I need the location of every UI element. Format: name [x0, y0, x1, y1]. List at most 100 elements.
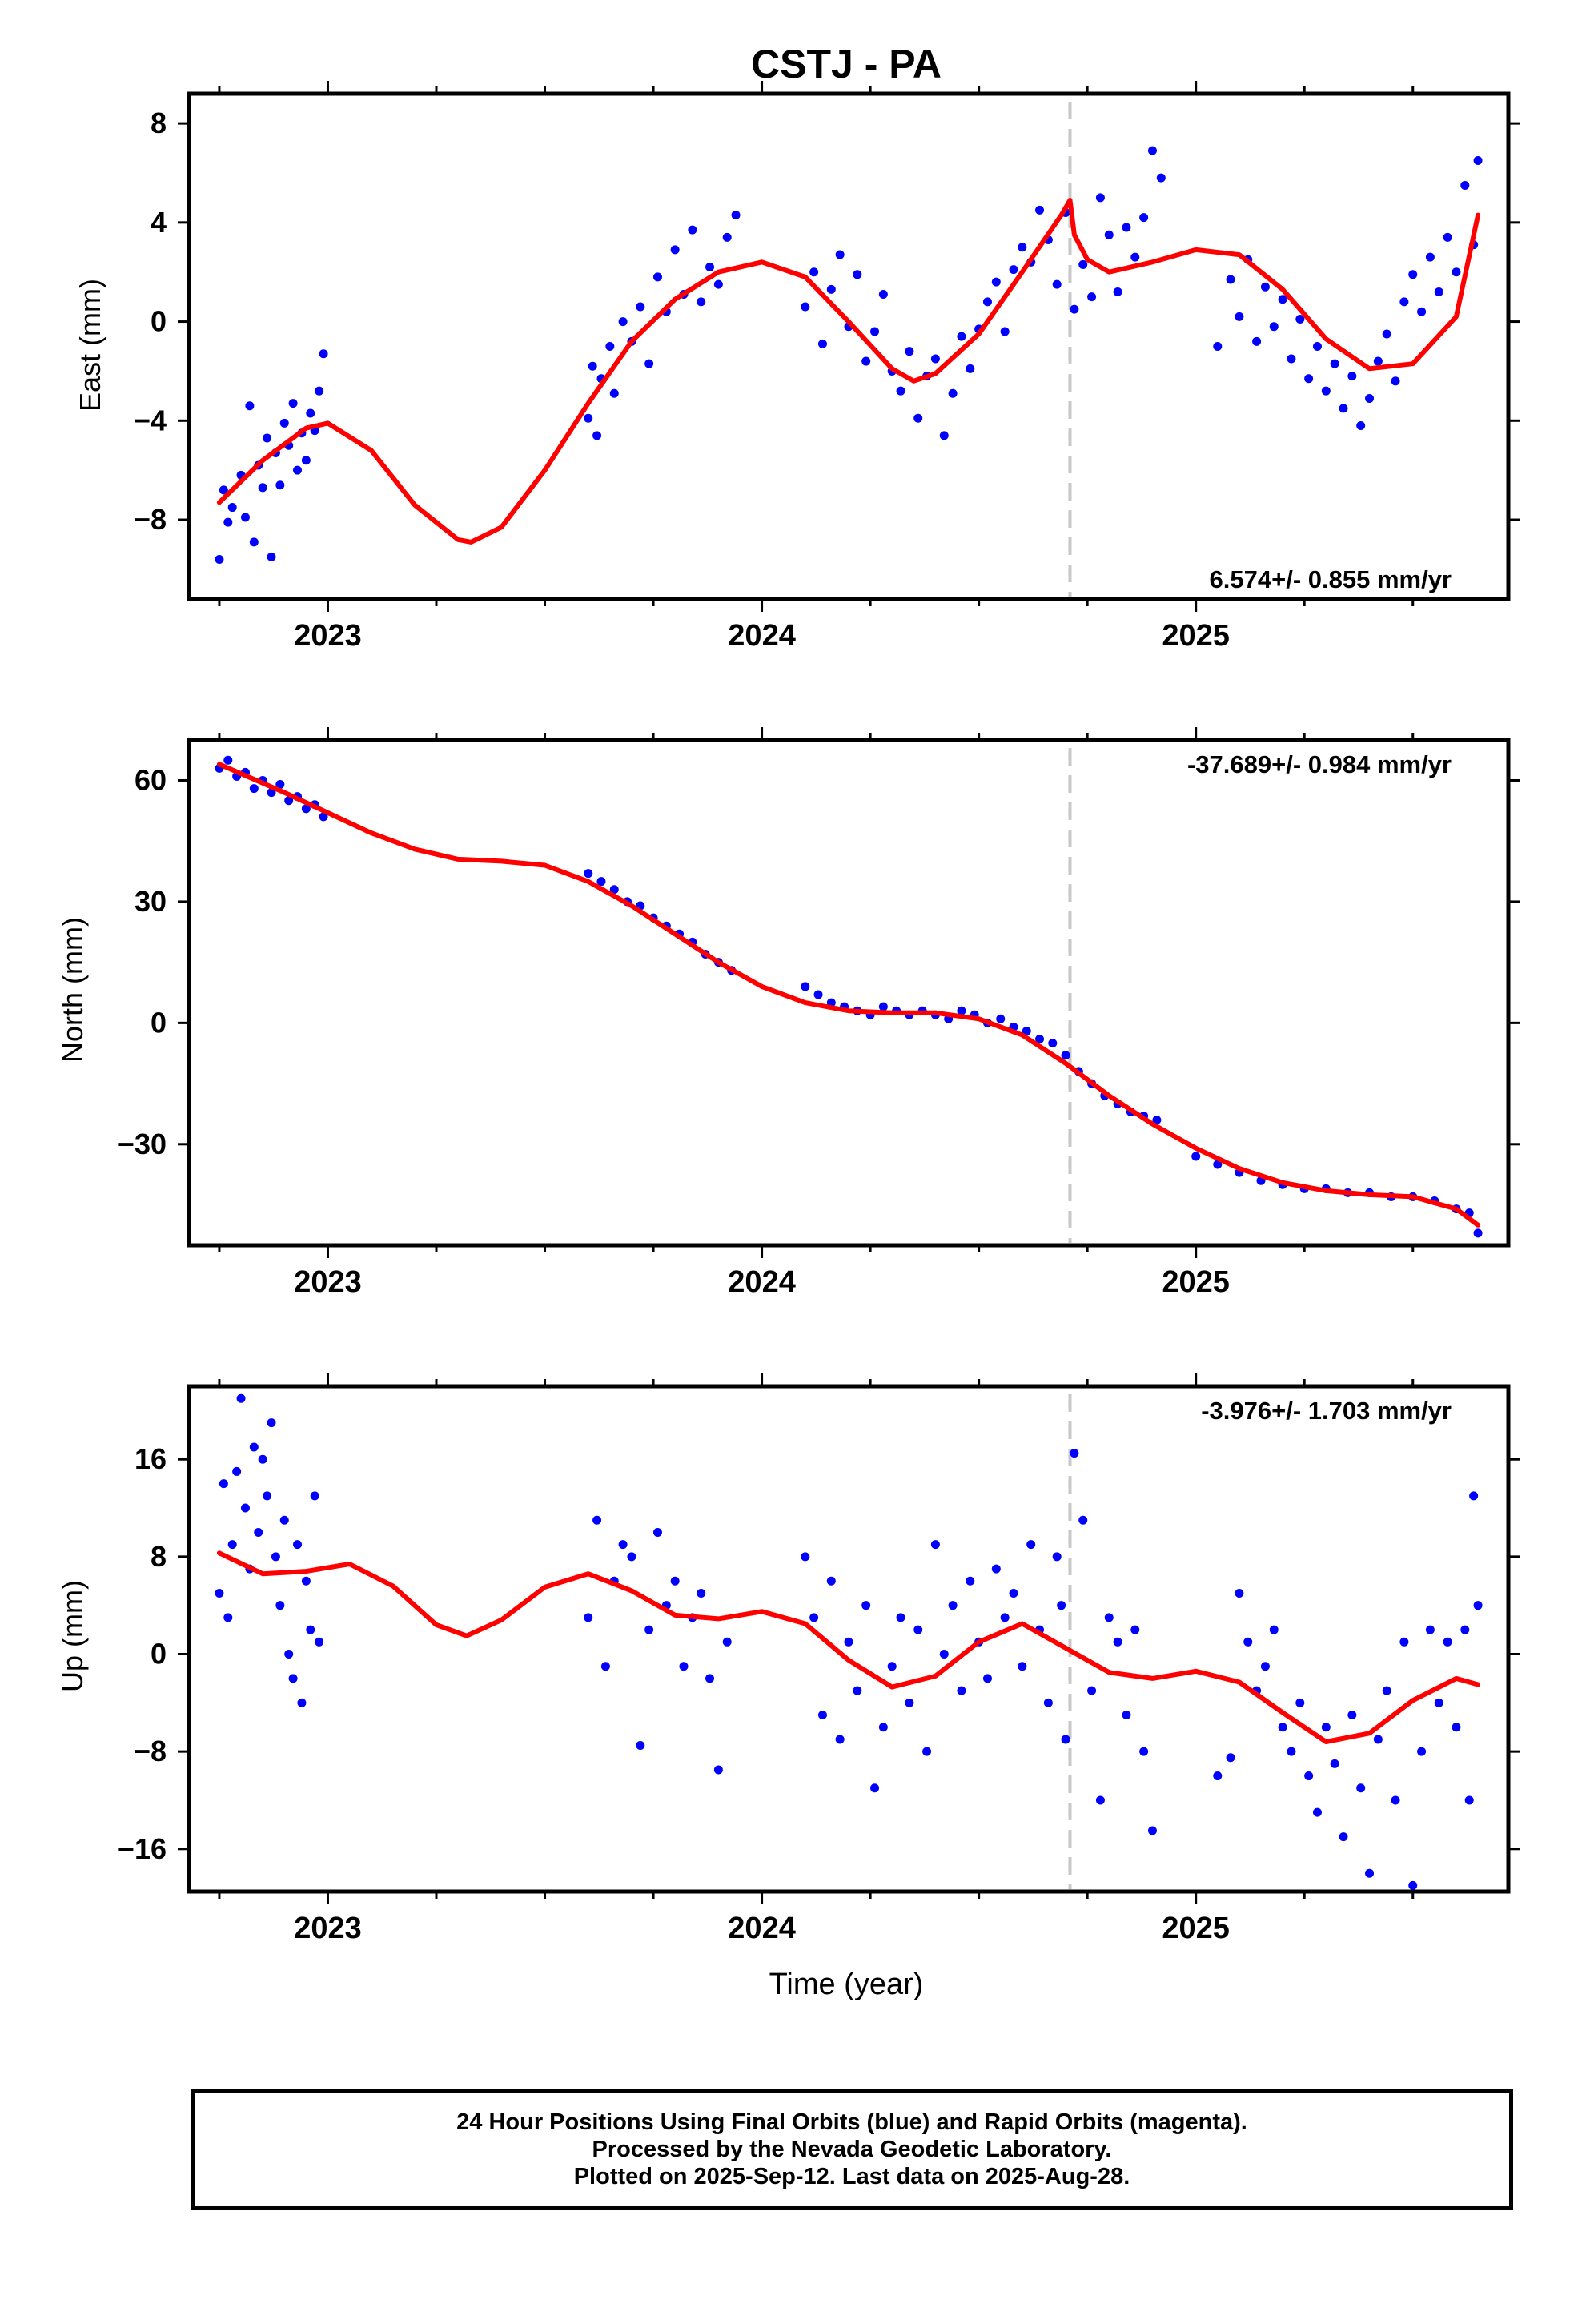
east-data-point [1287, 354, 1296, 364]
up-data-point [1330, 1759, 1339, 1768]
up-data-point [1365, 1868, 1375, 1878]
north-data-point [223, 755, 233, 765]
east-data-point [948, 388, 958, 398]
up-data-point [966, 1576, 975, 1586]
east-data-point [1347, 372, 1357, 381]
up-data-point [939, 1650, 949, 1659]
up-data-point [905, 1698, 914, 1707]
up-data-point [1460, 1625, 1470, 1634]
north-data-point [813, 990, 823, 999]
up-data-point [930, 1540, 940, 1550]
up-data-point [801, 1552, 810, 1562]
east-data-point [1235, 312, 1244, 321]
up-data-point [306, 1625, 315, 1634]
east-data-point [1113, 287, 1122, 296]
up-data-point [271, 1552, 280, 1562]
north-ylabel: North (mm) [56, 917, 89, 1063]
east-data-point [1213, 342, 1223, 351]
east-data-point [722, 232, 732, 242]
up-data-point [1278, 1723, 1287, 1732]
east-ytick-label: 4 [151, 206, 167, 239]
east-xtick-label: 2024 [728, 619, 796, 653]
east-model-curve [216, 198, 1481, 545]
up-data-point [982, 1674, 992, 1683]
up-data-point [1295, 1698, 1305, 1707]
north-ytick-label: 60 [135, 763, 167, 796]
east-data-point [861, 356, 871, 366]
up-data-point [1009, 1588, 1018, 1598]
east-data-point [227, 503, 237, 513]
up-data-point [310, 1491, 319, 1501]
up-ytick-label: −8 [134, 1735, 167, 1767]
up-data-point [957, 1686, 966, 1695]
up-data-point [1226, 1753, 1235, 1763]
east-data-point [688, 225, 697, 235]
east-data-point [1087, 292, 1097, 302]
east-data-point [652, 272, 662, 282]
east-data-point [1295, 314, 1305, 324]
up-data-point [219, 1479, 228, 1489]
up-data-point [240, 1503, 250, 1513]
east-data-point [1443, 232, 1452, 242]
east-data-point [1156, 173, 1166, 183]
east-data-point [1339, 404, 1348, 413]
east-rate-label: 6.574+/- 0.855 mm/yr [1210, 565, 1452, 593]
footer-line-2: Processed by the Nevada Geodetic Laborat… [592, 2137, 1112, 2162]
east-data-point [275, 480, 285, 490]
up-xtick-label: 2024 [728, 1912, 796, 1945]
up-data-point [1443, 1637, 1452, 1647]
east-data-point [939, 431, 949, 440]
east-data-point [1000, 327, 1010, 336]
east-data-point [1434, 287, 1443, 296]
east-data-point [1095, 193, 1105, 203]
north-ytick-label: 30 [135, 885, 167, 918]
up-data-point [1347, 1711, 1357, 1720]
panel-up: Up (mm) -3.976+/- 1.703 mm/yr 16 8 0 −8 −16 2… [56, 1373, 1520, 1945]
up-data-point [315, 1637, 324, 1647]
east-data-point [267, 552, 276, 561]
up-data-point [288, 1674, 298, 1683]
up-data-point [1061, 1735, 1070, 1744]
up-data-point [1452, 1723, 1461, 1732]
east-data-point [1425, 252, 1435, 262]
east-data-point [697, 297, 706, 307]
panel-north: North (mm) -37.689+/- 0.984 mm/yr 60 30 0 −… [56, 727, 1520, 1299]
up-data-point [1269, 1625, 1279, 1634]
up-ytick-label: −16 [118, 1832, 167, 1865]
up-data-point [1026, 1540, 1036, 1550]
up-data-point [1382, 1686, 1391, 1695]
east-data-point [1312, 342, 1322, 351]
east-data-point [1018, 243, 1027, 252]
east-data-point [878, 290, 888, 300]
up-data-point [887, 1662, 897, 1671]
north-data-point [1061, 1051, 1070, 1060]
up-data-point [861, 1601, 871, 1610]
east-data-point [1070, 304, 1079, 314]
east-data-point [1330, 359, 1339, 368]
up-data-point [670, 1576, 680, 1586]
east-data-point [713, 279, 723, 289]
north-xtick-label: 2025 [1162, 1265, 1230, 1299]
up-data-point [1373, 1735, 1383, 1744]
east-data-point [896, 386, 905, 396]
footer-note-box: 24 Hour Positions Using Final Orbits (bl… [191, 2089, 1513, 2210]
east-data-point [1147, 146, 1157, 155]
north-data-point [878, 1002, 888, 1011]
up-data-point [705, 1674, 715, 1683]
east-ylabel: East (mm) [74, 279, 106, 412]
up-data-point [1018, 1662, 1027, 1671]
east-data-point [817, 339, 827, 348]
up-xtick-label: 2023 [294, 1912, 362, 1945]
north-data-point [957, 1006, 966, 1015]
up-data-point [644, 1625, 654, 1634]
east-data-point [870, 327, 880, 336]
east-data-point [301, 456, 311, 465]
east-data-point [966, 364, 975, 373]
up-data-point [236, 1393, 246, 1403]
up-data-point [713, 1765, 723, 1775]
up-ytick-label: 16 [135, 1442, 167, 1475]
up-data-point [592, 1515, 602, 1525]
east-data-point [592, 431, 602, 440]
up-data-point [1260, 1662, 1270, 1671]
east-data-point [991, 277, 1001, 287]
